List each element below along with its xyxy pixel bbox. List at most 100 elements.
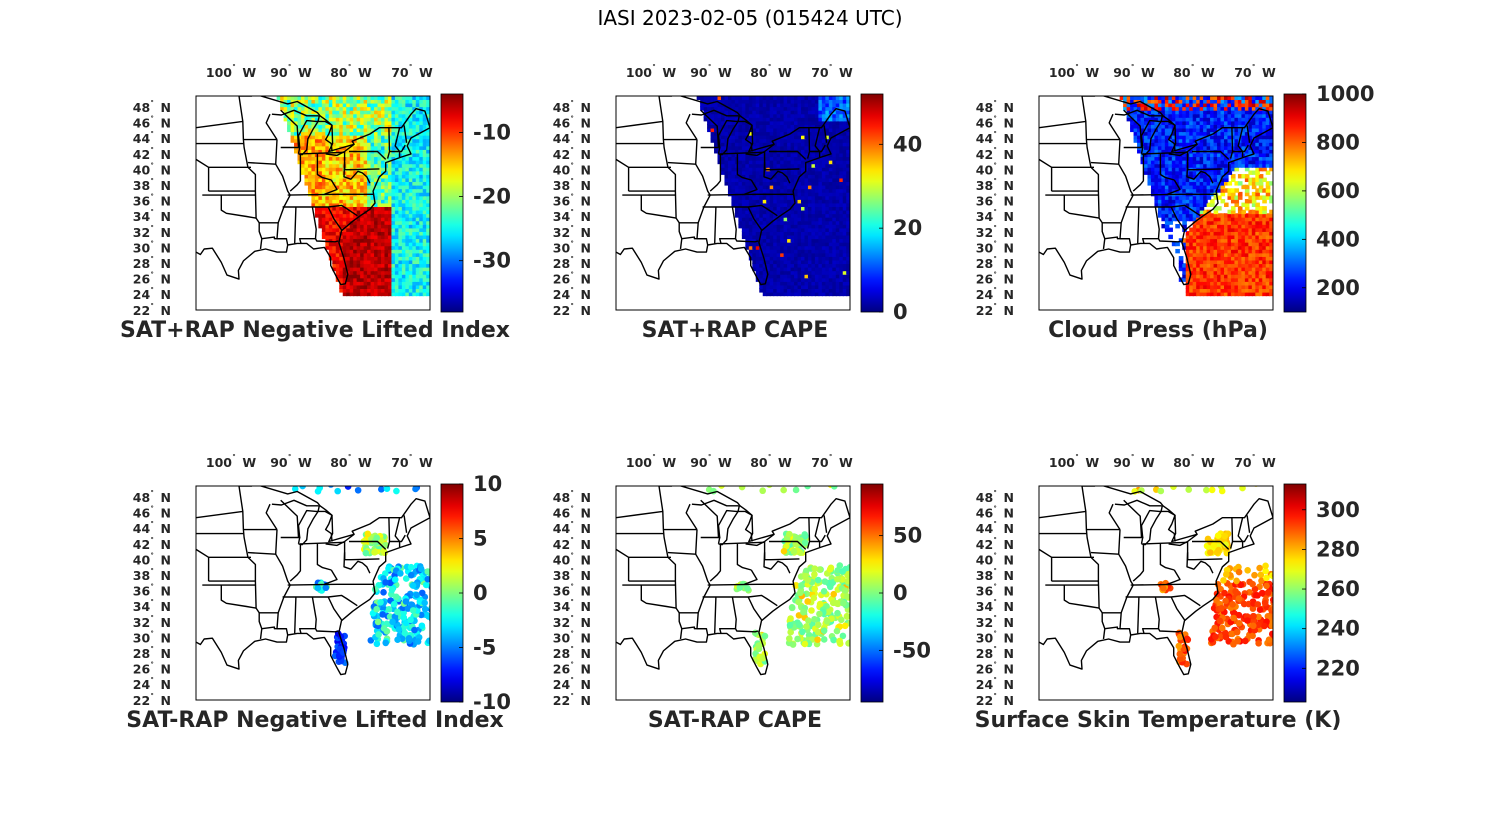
data-point bbox=[1251, 277, 1257, 282]
data-point bbox=[387, 277, 393, 282]
data-point bbox=[1227, 248, 1233, 254]
data-point bbox=[1217, 263, 1222, 268]
data-point bbox=[1269, 199, 1273, 204]
data-point bbox=[367, 256, 372, 261]
data-point bbox=[842, 188, 848, 193]
data-point bbox=[724, 127, 730, 133]
data-point bbox=[1154, 202, 1160, 207]
data-point bbox=[807, 270, 813, 275]
data-point bbox=[1248, 256, 1253, 261]
data-point bbox=[1262, 248, 1267, 254]
data-point bbox=[384, 170, 390, 175]
data-point bbox=[1199, 234, 1205, 240]
data-point bbox=[818, 120, 823, 125]
data-point bbox=[1244, 231, 1250, 236]
boundary-line bbox=[707, 193, 794, 196]
data-point bbox=[755, 202, 761, 207]
data-point bbox=[412, 106, 417, 111]
data-point bbox=[318, 109, 323, 115]
data-point bbox=[745, 113, 750, 118]
data-point bbox=[339, 199, 344, 204]
data-point bbox=[1157, 199, 1163, 204]
data-point bbox=[797, 138, 803, 143]
data-point bbox=[1258, 270, 1264, 275]
data-point bbox=[766, 238, 771, 243]
data-point bbox=[783, 102, 789, 108]
data-point bbox=[398, 174, 403, 179]
data-point bbox=[738, 216, 743, 222]
data-point bbox=[755, 109, 761, 115]
data-point bbox=[339, 181, 344, 186]
data-point bbox=[1217, 256, 1222, 261]
data-point bbox=[1189, 256, 1194, 261]
data-point bbox=[1182, 238, 1187, 243]
data-point bbox=[842, 259, 848, 265]
data-point bbox=[405, 227, 410, 232]
data-point bbox=[776, 223, 782, 229]
data-point bbox=[1248, 273, 1253, 279]
data-point bbox=[405, 231, 410, 236]
data-point bbox=[1206, 163, 1212, 168]
data-point bbox=[1206, 266, 1212, 272]
data-point bbox=[780, 102, 785, 108]
data-point bbox=[807, 96, 813, 100]
data-point bbox=[1189, 231, 1194, 236]
data-point bbox=[314, 177, 320, 183]
data-point bbox=[787, 109, 792, 115]
data-point bbox=[727, 99, 733, 104]
data-point bbox=[374, 102, 379, 108]
data-point bbox=[422, 181, 428, 186]
data-point bbox=[394, 124, 400, 129]
data-point bbox=[1255, 263, 1260, 268]
data-point bbox=[842, 266, 848, 272]
data-point bbox=[842, 227, 848, 232]
data-point bbox=[374, 177, 379, 183]
boundary-line bbox=[685, 113, 698, 140]
data-point bbox=[384, 191, 390, 197]
boundary-line bbox=[196, 158, 210, 192]
data-point bbox=[1255, 288, 1260, 293]
data-point bbox=[363, 141, 369, 147]
data-point bbox=[1241, 248, 1246, 254]
data-point bbox=[374, 116, 379, 122]
data-point bbox=[1210, 266, 1215, 272]
data-point bbox=[422, 288, 428, 293]
data-point bbox=[419, 248, 424, 254]
data-point bbox=[339, 259, 344, 265]
data-point bbox=[408, 106, 414, 111]
data-point bbox=[419, 106, 424, 111]
data-point bbox=[842, 206, 848, 211]
data-point bbox=[741, 102, 747, 108]
data-point bbox=[748, 227, 754, 232]
data-point bbox=[1265, 256, 1271, 261]
data-point bbox=[398, 116, 403, 122]
data-point bbox=[773, 120, 778, 125]
data-point bbox=[405, 223, 410, 229]
data-point bbox=[384, 141, 390, 147]
data-point bbox=[1154, 174, 1160, 179]
boundary-line bbox=[324, 179, 338, 195]
data-point bbox=[384, 99, 390, 104]
data-point bbox=[408, 252, 414, 257]
data-point bbox=[422, 184, 428, 190]
data-point bbox=[752, 231, 757, 236]
data-point bbox=[339, 206, 344, 211]
data-point bbox=[825, 288, 830, 293]
data-point bbox=[731, 120, 737, 125]
data-point bbox=[821, 96, 827, 100]
data-point bbox=[1199, 174, 1205, 179]
data-point bbox=[401, 109, 407, 115]
map-plot-2: 100˚ W 90˚ W 80˚ W 70˚ W48˚ N46˚ N44˚ N42˚ … bbox=[553, 63, 922, 324]
data-point bbox=[1210, 259, 1215, 265]
data-point bbox=[755, 163, 761, 168]
data-point bbox=[832, 109, 837, 115]
data-point bbox=[1217, 234, 1222, 240]
data-point bbox=[335, 220, 341, 225]
data-point bbox=[363, 145, 369, 150]
latitude-tick-label: 42˚ N bbox=[553, 146, 591, 162]
data-point bbox=[814, 188, 820, 193]
data-point bbox=[738, 109, 743, 115]
data-point bbox=[374, 288, 379, 293]
data-point bbox=[714, 106, 719, 111]
data-point bbox=[381, 195, 386, 200]
